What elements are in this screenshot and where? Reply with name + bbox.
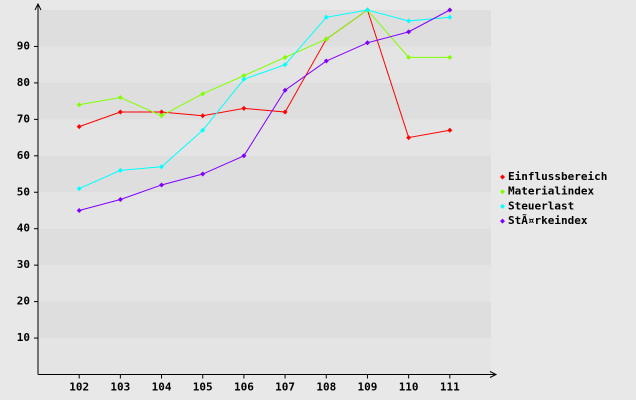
y-tick-label: 70 [17,112,30,125]
legend-marker [500,203,505,209]
grid-band [38,155,491,193]
point [200,127,206,133]
series-line [78,9,450,190]
x-axis-arrow [489,371,498,378]
point [406,135,412,141]
point [76,124,82,130]
point [200,171,206,177]
legend-label: Materialindex [508,185,594,198]
grid-band [38,301,491,339]
x-tick-label: 106 [234,381,254,394]
x-tick-label: 111 [440,381,460,394]
legend-label: StÃ¤rkeindex [508,214,588,227]
point [282,54,288,60]
point [117,94,123,100]
point [323,14,329,20]
point [241,105,247,111]
point [447,14,453,20]
y-tick-label: 20 [17,295,30,308]
point [282,62,288,68]
series-line [79,9,451,211]
legend-label: Steuerlast [508,199,574,212]
y-tick-label: 90 [17,39,30,52]
grid-band [38,10,491,47]
series-line [79,9,450,117]
point [159,182,165,188]
y-tick-label: 40 [17,222,30,235]
point [76,207,82,213]
point [406,29,412,35]
point [159,164,165,170]
x-tick-label: 110 [399,381,419,394]
point [323,58,329,64]
point [241,73,247,79]
grid-band [38,46,491,83]
grid-band [38,265,491,302]
point [76,186,82,192]
point [323,36,329,42]
x-tick-label: 103 [110,381,130,394]
x-tick-label: 104 [152,381,172,394]
point [159,109,165,115]
point [76,102,82,108]
point [282,109,288,115]
x-tick-label: 102 [69,381,89,394]
legend-marker [500,174,505,180]
grid-band [38,119,491,156]
point [117,197,123,203]
grid-band [38,338,491,375]
series-line [79,9,450,139]
x-tick-label: 108 [316,381,336,394]
x-tick-label: 107 [275,381,295,394]
point [117,109,123,115]
point [406,54,412,60]
x-tick-label: 105 [193,381,213,394]
point [447,54,453,60]
point [406,18,412,24]
grid-band [38,82,491,120]
point [200,113,206,119]
y-tick-label: 60 [17,149,30,162]
grid-band [38,192,491,229]
y-tick-label: 50 [17,185,30,198]
y-tick-label: 30 [17,258,30,271]
point [364,7,370,13]
x-tick-label: 109 [358,381,378,394]
point [282,87,288,93]
y-tick-label: 10 [17,331,30,344]
legend-marker [500,218,505,224]
point [117,167,123,173]
y-axis-arrow [34,2,42,11]
legend-marker [500,189,505,195]
point [159,113,165,119]
point [241,153,247,159]
y-tick-label: 80 [17,76,30,89]
point [200,91,206,97]
point [241,76,247,82]
legend-label: Einflussbereich [508,170,607,183]
point [364,40,370,46]
point [447,7,453,13]
grid-band [38,228,491,266]
point [447,127,453,133]
